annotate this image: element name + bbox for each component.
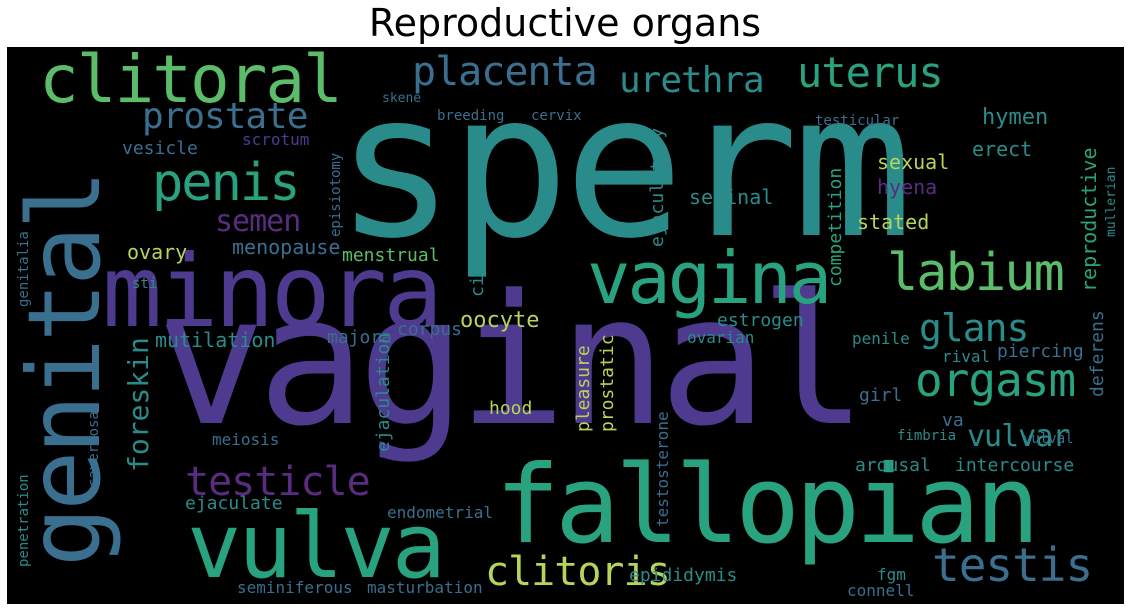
word-cloud: sperm vaginal fallopian minora genital v…	[7, 47, 1124, 604]
word-urethra: urethra	[619, 60, 765, 101]
word-sti: sti	[132, 276, 158, 292]
word-vulvar: vulvar	[967, 419, 1070, 454]
word-arousal: arousal	[855, 455, 931, 476]
word-testicle: testicle	[185, 459, 371, 505]
word-rival: rival	[942, 347, 991, 366]
word-genitalia: genitalia	[16, 231, 32, 307]
word-oocyte: oocyte	[460, 308, 540, 333]
word-erect: erect	[972, 137, 1033, 161]
word-prostatic: prostatic	[597, 334, 618, 432]
word-hymen: hymen	[982, 105, 1049, 130]
chart-title: Reproductive organs	[368, 1, 762, 45]
word-sperm: sperm	[335, 50, 913, 283]
word-seminiferous: seminiferous	[237, 578, 353, 597]
word-va: va	[942, 410, 964, 431]
word-reproductive: reproductive	[1077, 147, 1101, 293]
word-skene: skene	[382, 91, 422, 106]
word-vulva: vulva	[187, 494, 446, 599]
word-minora: minora	[102, 233, 443, 350]
word-fallopian: fallopian	[495, 443, 1040, 568]
word-testicular: testicular	[815, 113, 900, 129]
word-mullerian: mullerian	[1104, 166, 1119, 237]
word-vulval: vulval	[1023, 431, 1074, 447]
word-vesicle: vesicle	[122, 138, 198, 159]
word-fgm: fgm	[877, 565, 906, 584]
word-seminal: seminal	[689, 185, 774, 209]
word-ejaculatory: ejaculatory	[647, 127, 668, 247]
word-hyena: hyena	[877, 175, 938, 199]
word-vagina: vagina	[587, 236, 832, 320]
word-epididymis: epididymis	[629, 565, 738, 586]
word-circumcision: circumcision	[467, 166, 488, 297]
word-deferens: deferens	[1087, 310, 1108, 397]
word-ejaculate: ejaculate	[185, 493, 283, 514]
word-clitoris: clitoris	[485, 549, 671, 595]
word-glans: glans	[919, 306, 1029, 350]
word-episiotomy: episiotomy	[328, 152, 344, 237]
word-pleasure: pleasure	[573, 345, 594, 432]
word-mutilation: mutilation	[155, 328, 276, 352]
word-piercing: piercing	[997, 341, 1084, 362]
word-ejaculation: ejaculation	[373, 332, 394, 452]
word-vaginal: vaginal	[157, 257, 868, 466]
word-penetration: penetration	[16, 474, 32, 567]
word-girl: girl	[859, 385, 903, 406]
word-endometrial: endometrial	[387, 503, 493, 522]
word-corpus: corpus	[397, 319, 463, 340]
word-ovary: ovary	[127, 240, 188, 264]
word-orgasm: orgasm	[915, 353, 1076, 407]
word-cavernosa: cavernosa	[86, 411, 102, 487]
word-connell: connell	[847, 581, 915, 600]
word-meiosis: meiosis	[212, 430, 280, 449]
word-penile: penile	[852, 329, 910, 348]
word-scrotum: scrotum	[242, 130, 310, 149]
word-sexual: sexual	[877, 150, 950, 174]
word-semen: semen	[215, 204, 301, 239]
word-menopause: menopause	[232, 235, 341, 259]
word-majora: majora	[327, 327, 393, 348]
word-testosterone: testosterone	[653, 411, 672, 527]
word-cervix: cervix	[531, 108, 582, 124]
word-labium: labium	[887, 243, 1065, 303]
word-placenta: placenta	[412, 49, 598, 95]
word-stated: stated	[857, 210, 930, 234]
word-foreskin: foreskin	[122, 337, 155, 472]
word-clitoral: clitoral	[39, 47, 343, 118]
word-penis: penis	[152, 153, 301, 213]
word-menstrual: menstrual	[342, 245, 440, 266]
word-competition: competition	[825, 167, 846, 287]
word-ovarian: ovarian	[687, 328, 755, 347]
word-intercourse: intercourse	[955, 455, 1075, 476]
word-fimbria: fimbria	[897, 428, 957, 444]
word-breeding: breeding	[437, 108, 505, 124]
word-estrogen: estrogen	[717, 310, 804, 331]
word-masturbation: masturbation	[367, 578, 483, 597]
word-testis: testis	[932, 538, 1093, 592]
word-prostate: prostate	[142, 96, 308, 137]
word-hood: hood	[489, 398, 533, 419]
word-uterus: uterus	[797, 48, 944, 97]
